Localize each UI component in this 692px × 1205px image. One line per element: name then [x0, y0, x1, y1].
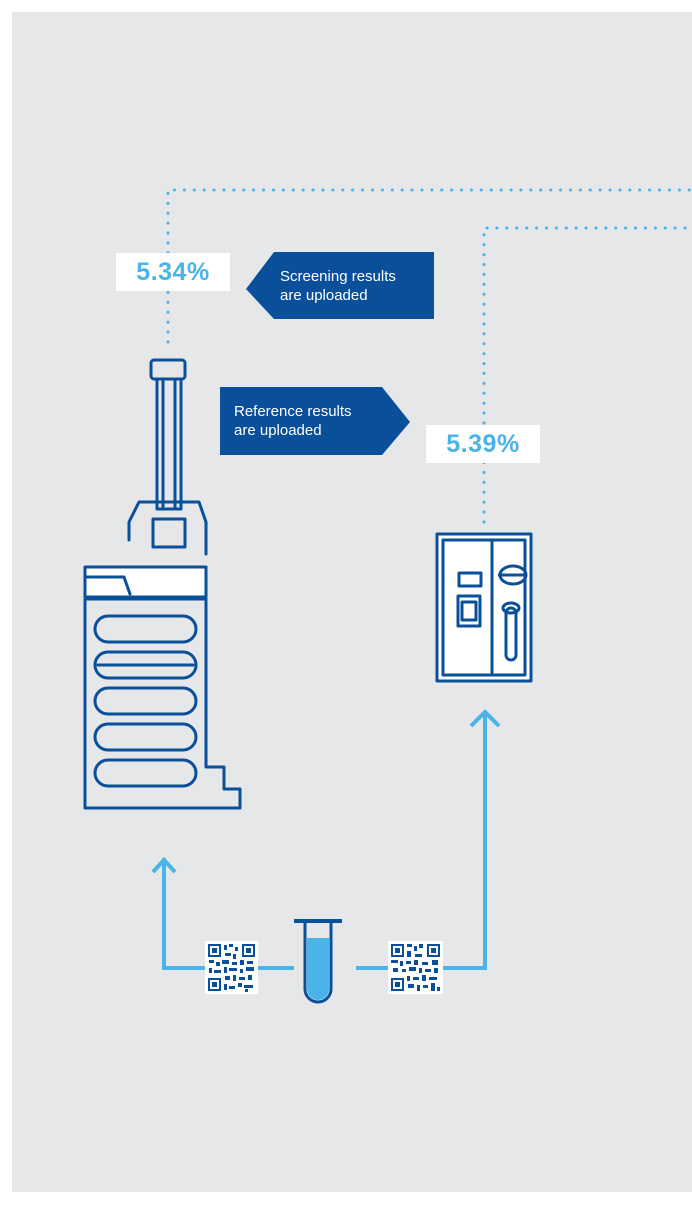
diagram-panel: 5.34% Screening results are uploaded Ref…	[12, 12, 692, 1192]
test-tube-icon	[294, 921, 342, 1002]
reference-callout-line2: are uploaded	[234, 421, 384, 440]
screening-result-value: 5.34%	[116, 253, 230, 291]
screening-callout: Screening results are uploaded	[280, 252, 430, 319]
reference-callout: Reference results are uploaded	[234, 387, 384, 455]
qr-code-icon	[388, 941, 443, 994]
lab-analyzer-icon	[437, 534, 531, 681]
workflow-diagram	[12, 12, 692, 1192]
reference-result-value: 5.39%	[426, 425, 540, 463]
screening-callout-line1: Screening results	[280, 267, 430, 286]
qr-code-icon	[205, 941, 258, 994]
screening-callout-line2: are uploaded	[280, 286, 430, 305]
handheld-analyzer-icon	[85, 360, 240, 808]
reference-callout-line1: Reference results	[234, 402, 384, 421]
reference-upload-path	[484, 228, 692, 522]
